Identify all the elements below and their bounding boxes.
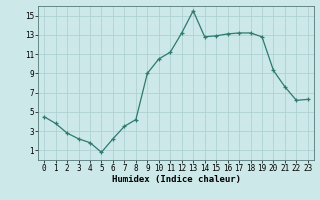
X-axis label: Humidex (Indice chaleur): Humidex (Indice chaleur): [111, 175, 241, 184]
